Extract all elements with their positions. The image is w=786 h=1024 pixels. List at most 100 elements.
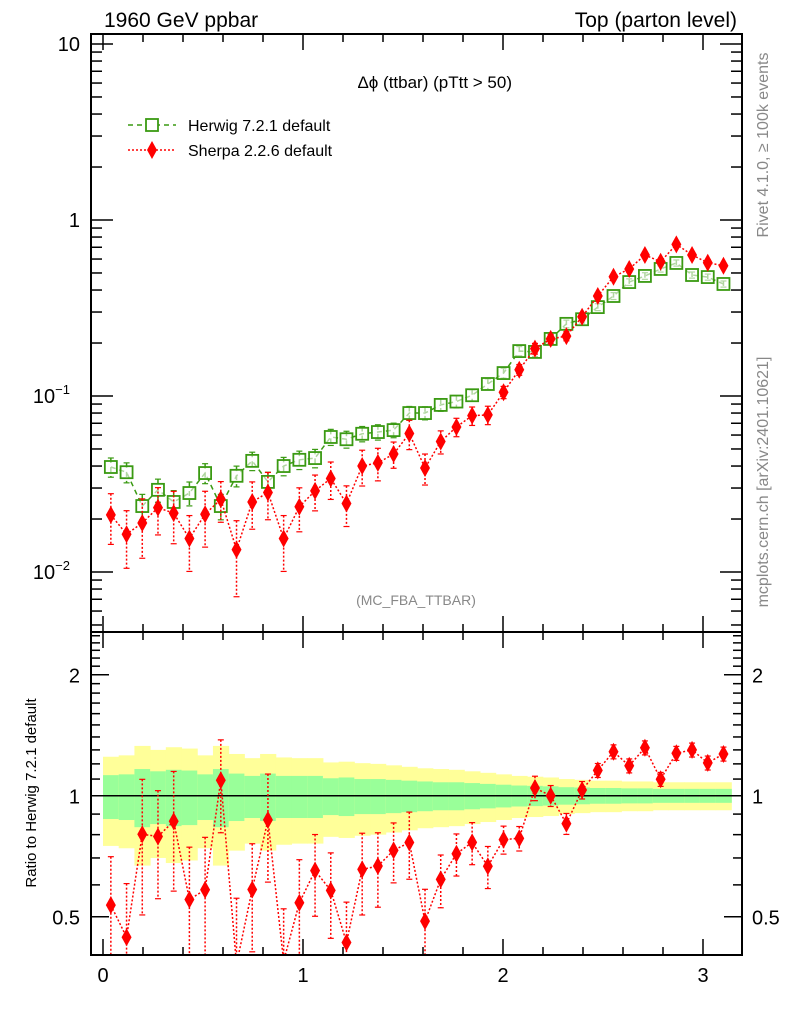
main-plot-marks xyxy=(103,235,731,598)
x-tick-label: 2 xyxy=(497,965,508,987)
ratio-y-axis-label: Ratio to Herwig 7.2.1 default xyxy=(23,698,40,888)
y-tick-label: 10−2 xyxy=(33,558,70,584)
herwig-line xyxy=(110,262,724,508)
herwig-point xyxy=(182,486,197,500)
plot-title: Δϕ (ttbar) (pTtt > 50) xyxy=(357,73,512,92)
sherpa-ratio-point xyxy=(514,829,525,848)
sherpa-ratio-point xyxy=(168,812,179,831)
herwig-point xyxy=(465,388,480,403)
sherpa-point xyxy=(310,481,321,500)
sherpa-ratio-point xyxy=(718,744,729,763)
sherpa-ratio-point xyxy=(545,786,556,805)
herwig-point xyxy=(433,398,448,412)
sherpa-point xyxy=(718,256,729,275)
sherpa-point xyxy=(514,360,525,379)
sherpa-ratio-point xyxy=(121,928,132,947)
sherpa-ratio-point xyxy=(420,912,431,931)
sherpa-point xyxy=(341,494,352,513)
legend-label-herwig: Herwig 7.2.1 default xyxy=(188,118,331,135)
sherpa-point xyxy=(372,453,383,472)
ratio-band-inner xyxy=(260,773,277,822)
ratio-band-inner xyxy=(165,769,183,827)
sherpa-point xyxy=(545,329,556,348)
ratio-band-inner xyxy=(197,774,214,821)
sherpa-ratio-point xyxy=(357,860,368,879)
herwig-point xyxy=(716,277,731,291)
sherpa-point xyxy=(105,505,116,524)
sherpa-point xyxy=(561,327,572,346)
ratio-y-tick-label-left: 2 xyxy=(69,666,80,688)
ratio-plot-marks xyxy=(105,738,729,973)
herwig-point xyxy=(496,366,511,380)
sherpa-ratio-point xyxy=(687,740,698,759)
sherpa-point xyxy=(357,457,368,476)
herwig-point xyxy=(276,459,291,473)
sherpa-ratio-point xyxy=(624,756,635,775)
sherpa-point xyxy=(262,483,273,502)
sherpa-ratio-point xyxy=(215,771,226,790)
sherpa-point xyxy=(482,405,493,424)
sherpa-ratio-point xyxy=(577,781,588,800)
sherpa-point xyxy=(200,505,211,524)
ratio-band-inner xyxy=(338,777,355,817)
ratio-band-inner xyxy=(212,769,230,828)
y-tick-label: 10 xyxy=(58,34,80,56)
y-tick-label: 1 xyxy=(69,210,80,232)
sherpa-point xyxy=(655,252,666,271)
herwig-point xyxy=(638,269,652,283)
x-tick-label: 1 xyxy=(297,965,308,987)
ratio-band-inner xyxy=(118,774,135,821)
herwig-point xyxy=(449,394,464,409)
sherpa-point xyxy=(498,383,509,402)
herwig-point xyxy=(119,465,134,480)
herwig-point xyxy=(308,451,322,465)
ratio-band-inner xyxy=(103,775,120,820)
sherpa-point xyxy=(278,529,289,548)
y-tick-exponent: −2 xyxy=(55,558,70,573)
sherpa-ratio-point xyxy=(467,833,478,852)
ratio-band-inner xyxy=(275,775,292,819)
sherpa-point xyxy=(577,307,588,326)
ratio-band-inner xyxy=(291,775,308,819)
sherpa-point xyxy=(592,286,603,305)
analysis-label: (MC_FBA_TTBAR) xyxy=(356,592,476,608)
ratio-y-tick-label-left: 1 xyxy=(69,787,80,809)
ratio-band-inner xyxy=(134,769,151,828)
herwig-point xyxy=(151,482,165,497)
herwig-point xyxy=(370,425,385,439)
sherpa-ratio-point xyxy=(435,870,446,889)
herwig-point xyxy=(292,452,307,467)
sherpa-point xyxy=(435,432,446,451)
sherpa-point xyxy=(687,245,698,264)
herwig-point xyxy=(700,270,715,284)
sherpa-ratio-point xyxy=(294,893,305,912)
sherpa-ratio-point xyxy=(262,810,273,829)
sherpa-ratio-point xyxy=(702,753,713,772)
sherpa-ratio-point xyxy=(232,955,242,973)
sherpa-ratio-point xyxy=(482,857,493,876)
sherpa-ratio-point xyxy=(498,830,509,849)
sherpa-ratio-point xyxy=(561,814,572,833)
sherpa-ratio-point xyxy=(655,770,666,789)
sherpa-line xyxy=(110,243,724,553)
sherpa-point xyxy=(702,253,713,272)
sherpa-point xyxy=(184,529,195,548)
sherpa-ratio-point xyxy=(341,933,352,952)
herwig-point xyxy=(355,426,370,441)
legend-item-herwig: Herwig 7.2.1 default xyxy=(128,118,331,135)
sherpa-point xyxy=(137,513,148,532)
sherpa-point xyxy=(168,504,179,523)
sherpa-point xyxy=(467,406,478,425)
herwig-point xyxy=(323,430,338,444)
ratio-band-inner xyxy=(150,771,167,825)
sherpa-point xyxy=(121,525,132,544)
header-left: 1960 GeV ppbar xyxy=(104,9,258,32)
sherpa-point xyxy=(294,497,305,516)
sherpa-point xyxy=(451,417,462,436)
ratio-band-inner xyxy=(228,773,245,822)
sherpa-point xyxy=(608,267,619,286)
herwig-point xyxy=(386,423,401,438)
sherpa-point xyxy=(247,492,258,511)
sherpa-ratio-point xyxy=(137,825,148,844)
